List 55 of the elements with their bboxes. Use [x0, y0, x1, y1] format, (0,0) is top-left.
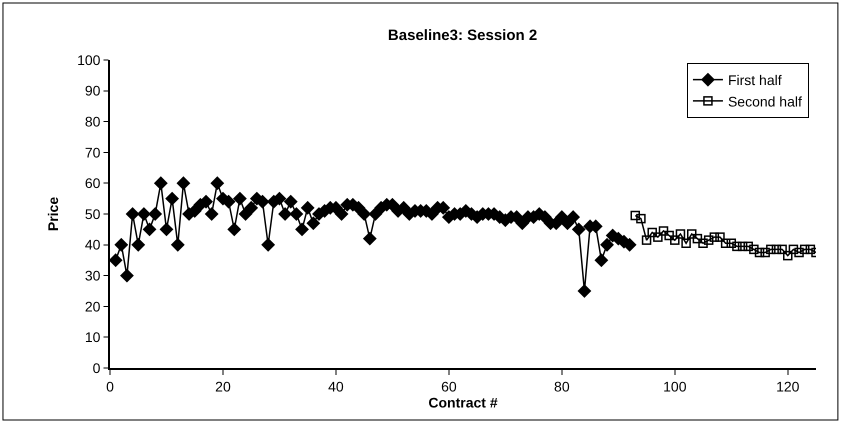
legend-label: First half [728, 72, 782, 88]
legend-label: Second half [728, 93, 802, 110]
point [698, 238, 708, 248]
y-tick-label: 90 [84, 82, 101, 99]
point [636, 214, 646, 224]
x-tick-label: 120 [776, 378, 800, 395]
point [676, 229, 686, 239]
x-tick-label: 40 [328, 378, 344, 395]
point [788, 244, 798, 254]
point [686, 229, 696, 239]
y-tick-label: 0 [92, 360, 101, 376]
point [715, 232, 725, 242]
x-tick-label: 0 [106, 378, 114, 395]
point [738, 242, 748, 252]
point [783, 250, 793, 260]
y-tick-label: 80 [84, 114, 101, 130]
y-tick-label: 20 [84, 298, 101, 314]
point [630, 210, 640, 220]
y-tick-label: 50 [84, 206, 101, 222]
point [653, 232, 663, 242]
x-tick-label: 80 [554, 378, 570, 395]
x-tick-label: 100 [663, 378, 687, 395]
point [710, 232, 720, 242]
point [743, 242, 753, 252]
y-tick-label: 100 [77, 52, 101, 68]
point [754, 248, 764, 258]
point [658, 226, 668, 236]
point [806, 244, 816, 254]
point [749, 244, 759, 254]
y-tick-label: 70 [84, 144, 101, 160]
x-tick-label: 20 [215, 378, 231, 395]
y-tick-label: 30 [84, 268, 101, 284]
x-axis-title: Contract # [428, 394, 498, 411]
y-tick-label: 10 [84, 329, 101, 346]
point [766, 244, 776, 254]
point [732, 242, 742, 252]
point [704, 235, 714, 245]
point [670, 235, 680, 245]
point [794, 248, 804, 258]
point [647, 228, 657, 238]
point [800, 244, 810, 254]
point [692, 234, 702, 244]
y-tick-label: 60 [84, 175, 101, 192]
point [760, 248, 770, 258]
point [642, 235, 652, 245]
point [726, 238, 736, 248]
point [720, 238, 730, 248]
x-tick-label: 60 [441, 378, 457, 395]
y-tick-label: 40 [84, 236, 101, 253]
point [664, 230, 674, 240]
chart-title: Baseline3: Session 2 [388, 27, 538, 44]
point [777, 244, 787, 254]
point [681, 238, 691, 248]
y-axis-title: Price [45, 196, 62, 232]
point [772, 244, 782, 254]
